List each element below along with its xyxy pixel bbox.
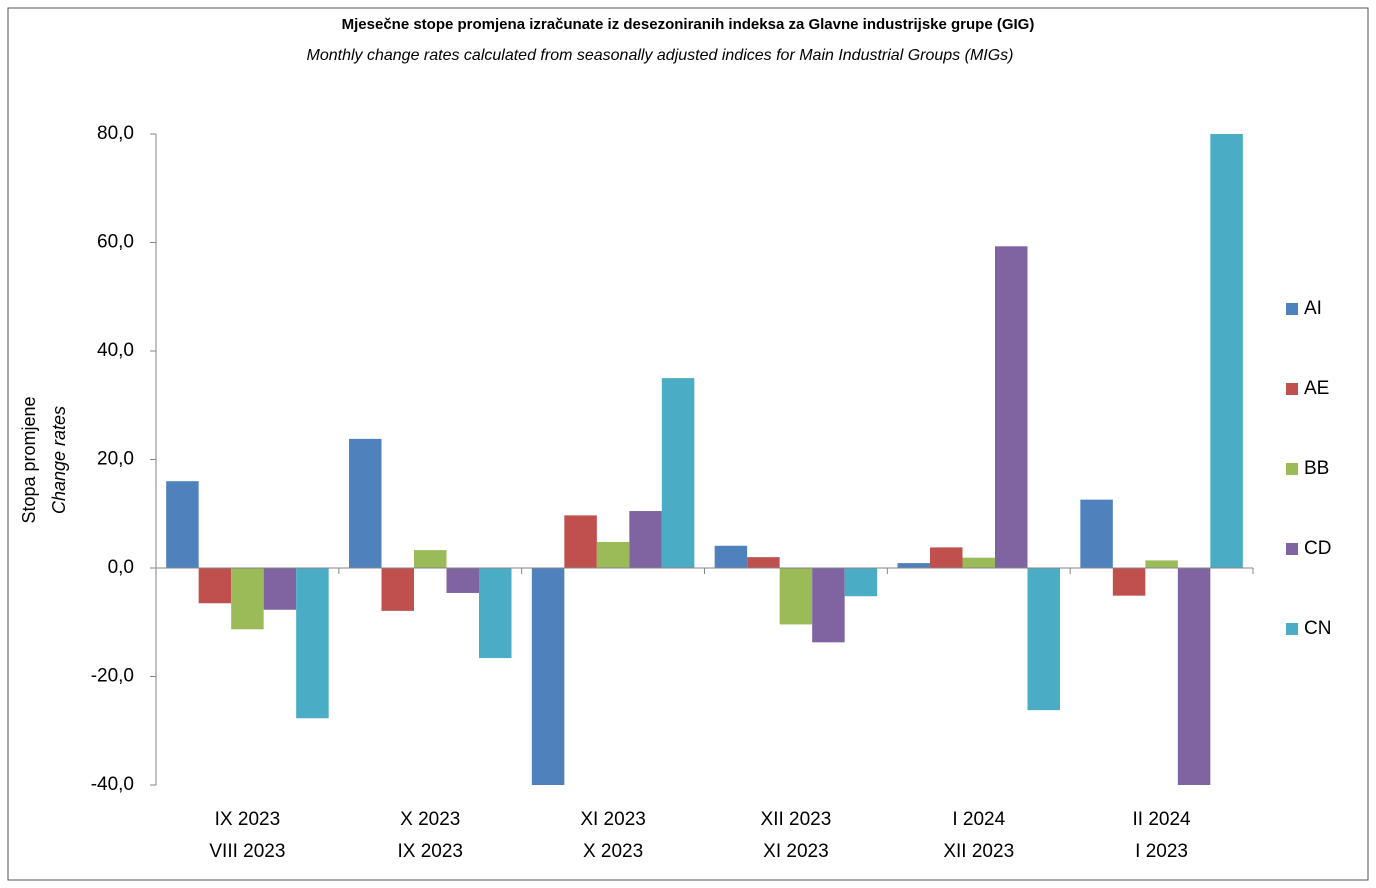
bar bbox=[198, 568, 232, 604]
legend-swatch bbox=[1286, 543, 1298, 555]
legend-label: CD bbox=[1304, 538, 1331, 559]
legend-swatch bbox=[1286, 303, 1298, 315]
legend-label: CN bbox=[1304, 618, 1331, 639]
bar bbox=[661, 378, 695, 568]
legend-label: AE bbox=[1304, 378, 1329, 399]
bar bbox=[414, 550, 447, 568]
x-tick-label: I 2023 bbox=[1135, 841, 1188, 862]
bar bbox=[995, 246, 1028, 569]
bar bbox=[1145, 560, 1178, 568]
bar bbox=[531, 568, 565, 785]
bar bbox=[812, 568, 845, 643]
bar bbox=[596, 541, 630, 568]
y-axis-title-line: Change rates bbox=[49, 406, 69, 514]
y-tick-label: -40,0 bbox=[91, 774, 134, 795]
bar bbox=[747, 557, 780, 568]
x-tick-label: XII 2023 bbox=[943, 841, 1014, 862]
bar bbox=[962, 557, 995, 568]
bar bbox=[166, 481, 199, 568]
bar bbox=[1210, 134, 1243, 568]
y-tick-label: 40,0 bbox=[97, 340, 134, 361]
bar bbox=[1177, 568, 1211, 785]
bar bbox=[779, 568, 813, 625]
y-tick-label: -20,0 bbox=[91, 666, 134, 687]
bar bbox=[564, 515, 597, 568]
x-tick-label: XII 2023 bbox=[761, 809, 832, 830]
bar bbox=[844, 568, 878, 597]
bar bbox=[263, 568, 297, 610]
x-tick-label: IX 2023 bbox=[398, 841, 464, 862]
bar bbox=[1112, 568, 1146, 596]
chart-title: Mjesečne stope promjena izračunate iz de… bbox=[342, 16, 1035, 33]
bar bbox=[1027, 568, 1060, 711]
bar bbox=[381, 568, 414, 611]
y-tick-label: 80,0 bbox=[97, 123, 134, 144]
legend-swatch bbox=[1286, 383, 1298, 395]
legend-swatch bbox=[1286, 623, 1298, 635]
bar bbox=[897, 563, 930, 568]
x-tick-label: VIII 2023 bbox=[209, 841, 285, 862]
y-tick-label: 0,0 bbox=[108, 557, 134, 578]
x-tick-label: I 2024 bbox=[952, 809, 1005, 830]
legend-label: BB bbox=[1304, 458, 1329, 479]
bar bbox=[446, 568, 479, 593]
bar bbox=[231, 568, 264, 630]
legend-swatch bbox=[1286, 463, 1298, 475]
bar bbox=[629, 511, 662, 568]
legend-label: AI bbox=[1304, 298, 1322, 319]
bar bbox=[1080, 499, 1113, 568]
y-axis-title: Stopa promjene Change rates bbox=[19, 396, 69, 523]
bar bbox=[714, 545, 748, 568]
x-tick-label: XI 2023 bbox=[763, 841, 829, 862]
x-tick-label: IX 2023 bbox=[215, 809, 281, 830]
y-axis-title-line: Stopa promjene bbox=[19, 396, 39, 523]
y-tick-label: 60,0 bbox=[97, 232, 134, 253]
bar bbox=[349, 438, 382, 568]
bar bbox=[479, 568, 512, 659]
x-tick-label: XI 2023 bbox=[580, 809, 646, 830]
bar bbox=[930, 547, 963, 568]
chart-subtitle: Monthly change rates calculated from sea… bbox=[307, 47, 1014, 64]
bar bbox=[296, 568, 329, 719]
x-tick-label: X 2023 bbox=[583, 841, 643, 862]
x-tick-label: X 2023 bbox=[400, 809, 460, 830]
x-tick-label: II 2024 bbox=[1133, 809, 1192, 830]
y-tick-label: 20,0 bbox=[97, 449, 134, 470]
